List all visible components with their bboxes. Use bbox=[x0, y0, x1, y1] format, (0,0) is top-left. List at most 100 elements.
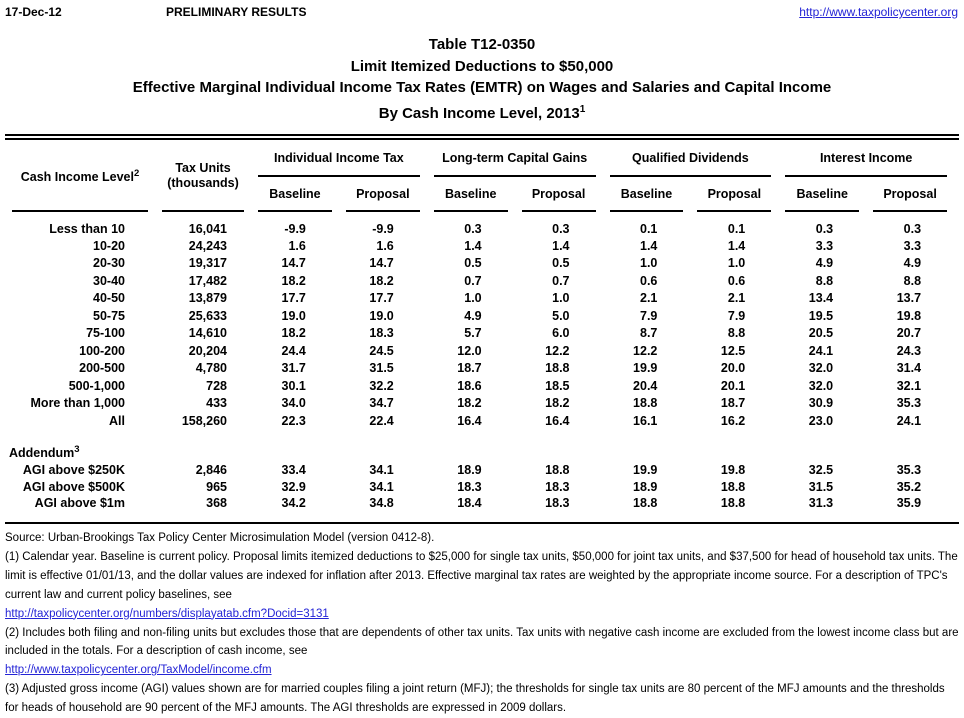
rate-cell: 19.8 bbox=[896, 308, 922, 323]
tax-units-cell: 13,879 bbox=[188, 291, 227, 306]
group-header-long-term-capital-gains: Long-term Capital Gains bbox=[427, 140, 603, 177]
table-row: More than 1,000 433 34.0 34.7 18.2 18.2 18.8 18… bbox=[5, 395, 954, 413]
rate-cell: 18.8 bbox=[545, 462, 570, 477]
rate-cell: 30.1 bbox=[281, 378, 306, 393]
row-label: 100-200 bbox=[79, 343, 125, 358]
rate-cell: 20.4 bbox=[633, 378, 658, 393]
date-label: 17-Dec-12 bbox=[5, 5, 62, 19]
rate-cell: 19.0 bbox=[281, 308, 306, 323]
rate-cell: 16.4 bbox=[545, 413, 570, 428]
table-row: 40-50 13,879 17.7 17.7 1.0 1.0 2.1 2.1 13.4 13.7 bbox=[5, 290, 954, 308]
rate-cell: 0.3 bbox=[464, 221, 482, 236]
rate-cell: 0.3 bbox=[903, 221, 922, 236]
rate-cell: 22.3 bbox=[281, 413, 306, 428]
row-label: 40-50 bbox=[93, 291, 125, 306]
sub-header-proposal: Proposal bbox=[690, 177, 778, 212]
rate-cell: 8.8 bbox=[903, 273, 922, 288]
rate-cell: 0.5 bbox=[552, 256, 570, 271]
emtr-table: Cash Income Level2 Tax Units (thousands)… bbox=[5, 140, 954, 522]
table-row: AGI above $500K 965 32.9 34.1 18.3 18.3 18.9 18… bbox=[5, 479, 954, 497]
rate-cell: 5.0 bbox=[552, 308, 570, 323]
row-label: AGI above $250K bbox=[22, 462, 125, 477]
rate-cell: 34.8 bbox=[369, 496, 394, 510]
sub-header-baseline: Baseline bbox=[603, 177, 691, 212]
row-label: 200-500 bbox=[79, 361, 125, 376]
row-label: Less than 10 bbox=[49, 221, 125, 236]
sub-header-proposal: Proposal bbox=[515, 177, 603, 212]
rate-cell: 35.2 bbox=[896, 480, 922, 495]
rate-cell: 1.6 bbox=[376, 238, 394, 253]
title-line-3: Effective Marginal Individual Income Tax… bbox=[132, 79, 832, 96]
rate-cell: 8.7 bbox=[640, 326, 658, 341]
rate-cell: 8.8 bbox=[815, 273, 834, 288]
rate-cell: 18.3 bbox=[457, 480, 482, 495]
rate-cell: 34.7 bbox=[369, 396, 394, 411]
rate-cell: 16.4 bbox=[457, 413, 482, 428]
table-body-addendum-header: Addendum3 bbox=[5, 430, 954, 462]
table-row: 30-40 17,482 18.2 18.2 0.7 0.7 0.6 0.6 8.8 8.8 bbox=[5, 272, 954, 290]
rate-cell: 34.2 bbox=[281, 496, 306, 510]
site-link[interactable]: http://www.taxpolicycenter.org bbox=[799, 5, 958, 19]
rate-cell: 13.7 bbox=[896, 291, 922, 306]
rate-cell: 18.3 bbox=[369, 326, 394, 341]
row-label: 20-30 bbox=[93, 256, 125, 271]
rate-cell: 4.9 bbox=[815, 256, 834, 271]
tax-units-cell: 25,633 bbox=[188, 308, 227, 323]
rate-cell: 24.1 bbox=[808, 343, 834, 358]
row-label: AGI above $1m bbox=[34, 496, 125, 510]
rate-cell: 4.9 bbox=[464, 308, 482, 323]
rate-cell: 14.7 bbox=[369, 256, 394, 271]
footnote-ref-1: 1 bbox=[579, 103, 586, 115]
tax-units-cell: 24,243 bbox=[188, 238, 227, 253]
rate-cell: 18.2 bbox=[457, 396, 482, 411]
rate-cell: 17.7 bbox=[281, 291, 306, 306]
rate-cell: 7.9 bbox=[640, 308, 658, 323]
source-note: Source: Urban-Brookings Tax Policy Cente… bbox=[5, 532, 435, 544]
rate-cell: 24.3 bbox=[896, 343, 922, 358]
row-label: 75-100 bbox=[86, 326, 125, 341]
rate-cell: 20.7 bbox=[896, 326, 922, 341]
rate-cell: 1.4 bbox=[552, 238, 570, 253]
rate-cell: 32.0 bbox=[808, 361, 834, 376]
rate-cell: 24.5 bbox=[369, 343, 394, 358]
footnote-1-link[interactable]: http://taxpolicycenter.org/numbers/displ… bbox=[5, 607, 329, 620]
rate-cell: 18.7 bbox=[720, 396, 746, 411]
rate-cell: 35.3 bbox=[896, 396, 922, 411]
rate-cell: 12.2 bbox=[633, 343, 658, 358]
rate-cell: 31.4 bbox=[896, 361, 922, 376]
col-header-tax-units: Tax Units (thousands) bbox=[155, 140, 251, 212]
rate-cell: 1.4 bbox=[640, 238, 658, 253]
rate-cell: 0.7 bbox=[552, 273, 570, 288]
rate-cell: 18.8 bbox=[545, 361, 570, 376]
rate-cell: -9.9 bbox=[284, 221, 306, 236]
tax-units-cell: 4,780 bbox=[195, 361, 227, 376]
rate-cell: 1.0 bbox=[640, 256, 658, 271]
footnote-3: (3) Adjusted gross income (AGI) values s… bbox=[5, 683, 945, 715]
table-row: 200-500 4,780 31.7 31.5 18.7 18.8 19.9 20.0 32.0… bbox=[5, 360, 954, 378]
rate-cell: 0.5 bbox=[464, 256, 482, 271]
rate-cell: 19.8 bbox=[720, 462, 746, 477]
addendum-label: Addendum3 bbox=[9, 444, 80, 461]
spacer-row bbox=[5, 430, 954, 444]
table-row: 10-20 24,243 1.6 1.6 1.4 1.4 1.4 1.4 3.3 3.3 bbox=[5, 237, 954, 255]
rate-cell: 18.2 bbox=[281, 273, 306, 288]
rate-cell: 18.8 bbox=[633, 396, 658, 411]
sub-header-proposal: Proposal bbox=[866, 177, 954, 212]
col-header-cash-income-level: Cash Income Level2 bbox=[5, 140, 155, 212]
sub-header-baseline: Baseline bbox=[778, 177, 866, 212]
table-row: AGI above $1m 368 34.2 34.8 18.4 18.3 18.8 18.8… bbox=[5, 496, 954, 522]
top-bar: 17-Dec-12 PRELIMINARY RESULTS http://www… bbox=[0, 0, 964, 24]
rate-cell: 32.0 bbox=[808, 378, 834, 393]
rate-cell: 18.9 bbox=[457, 462, 482, 477]
rate-cell: 13.4 bbox=[808, 291, 834, 306]
tax-units-cell: 965 bbox=[206, 480, 227, 495]
rate-cell: 0.3 bbox=[552, 221, 570, 236]
rate-cell: 0.3 bbox=[815, 221, 834, 236]
rate-cell: 31.5 bbox=[808, 480, 834, 495]
rate-cell: 33.4 bbox=[281, 462, 306, 477]
footnote-2-link[interactable]: http://www.taxpolicycenter.org/TaxModel/… bbox=[5, 664, 272, 677]
rate-cell: 3.3 bbox=[903, 238, 922, 253]
rate-cell: 22.4 bbox=[369, 413, 394, 428]
rate-cell: 18.8 bbox=[720, 480, 746, 495]
sub-header-baseline: Baseline bbox=[251, 177, 339, 212]
